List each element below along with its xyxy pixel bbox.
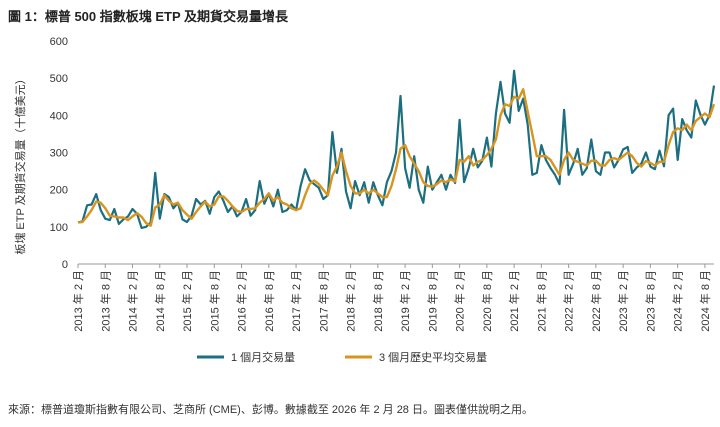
series-line-monthly: [77, 69, 716, 229]
x-tick-label: 2022 年 8 月: [589, 270, 603, 332]
x-tick-label: 2017 年 8 月: [316, 270, 330, 332]
x-tick-label: 2020 年 8 月: [480, 270, 494, 332]
x-tick-label: 2017 年 2 月: [289, 270, 303, 332]
x-tick-label: 2014 年 2 月: [126, 270, 140, 332]
y-tick-label: 200: [50, 185, 68, 197]
y-tick-label: 100: [50, 222, 68, 234]
y-tick-label: 400: [50, 110, 68, 122]
x-tick-label: 2014 年 8 月: [153, 270, 167, 332]
x-tick-label: 2021 年 8 月: [534, 270, 548, 332]
x-tick-label: 2021 年 2 月: [507, 270, 521, 332]
x-tick-label: 2016 年 8 月: [262, 270, 276, 332]
x-tick-label: 2015 年 8 月: [207, 270, 221, 332]
x-tick-label: 2013 年 8 月: [98, 270, 112, 332]
x-tick-label: 2023 年 2 月: [616, 270, 630, 332]
y-axis-title: 板塊 ETP 及期貨交易量（十億美元）: [13, 73, 27, 254]
y-tick-label: 0: [62, 259, 68, 271]
x-axis-ticks: 2013 年 2 月 2013 年 8 月 2014 年 2 月 2014 年 8 月…: [71, 264, 712, 332]
x-tick-label: 2024 年 2 月: [671, 270, 685, 332]
legend-label-monthly: 1 個月交易量: [231, 350, 295, 364]
y-tick-label: 500: [50, 73, 68, 85]
y-tick-label: 600: [50, 36, 68, 48]
x-tick-label: 2024 年 8 月: [698, 270, 712, 332]
series-group: [77, 69, 716, 229]
x-tick-label: 2023 年 8 月: [643, 270, 657, 332]
x-tick-label: 2018 年 8 月: [371, 270, 385, 332]
x-tick-label: 2020 年 2 月: [453, 270, 467, 332]
x-tick-label: 2019 年 2 月: [398, 270, 412, 332]
legend-label-3m-average: 3 個月歷史平均交易量: [379, 350, 487, 364]
x-tick-label: 2019 年 8 月: [425, 270, 439, 332]
x-tick-label: 2015 年 2 月: [180, 270, 194, 332]
chart-title: 圖 1：標普 500 指數板塊 ETP 及期貨交易量增長: [8, 9, 289, 24]
series-line-3m-average: [77, 88, 716, 227]
y-tick-label: 300: [50, 148, 68, 160]
source-note: 來源：標普道瓊斯指數有限公司、芝商所 (CME)、彭博。數據截至 2026 年 …: [8, 404, 533, 416]
x-tick-label: 2018 年 2 月: [344, 270, 358, 332]
y-axis-ticks: 0 100 200 300 400 500 600: [50, 36, 68, 271]
x-tick-label: 2022 年 2 月: [562, 270, 576, 332]
x-tick-label: 2013 年 2 月: [71, 270, 85, 332]
y-axis-label: 板塊 ETP 及期貨交易量（十億美元）: [13, 73, 27, 254]
legend: 1 個月交易量 3 個月歷史平均交易量: [197, 350, 487, 364]
x-tick-label: 2016 年 2 月: [235, 270, 249, 332]
